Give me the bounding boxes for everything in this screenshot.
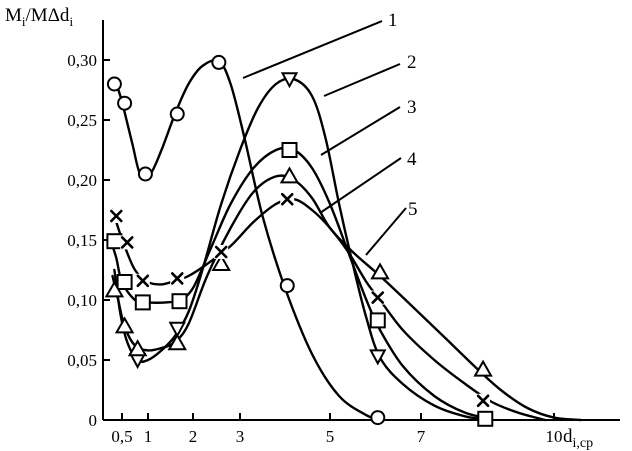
x-axis-label: di,cp [563,426,593,451]
series-4-point [114,316,135,334]
series-3-label: 3 [407,97,417,118]
axes [102,20,620,421]
series-2-label: 2 [407,52,417,73]
series-3-point [134,294,151,311]
series-4-point [127,339,148,357]
series-5-curve [111,197,547,422]
series-5-point [370,290,385,305]
x-tick-label: 0,5 [111,427,132,446]
series-1-leader [242,20,383,79]
series-2-point [369,349,387,366]
x-tick-label: 10 [546,427,563,446]
series-1-point [106,76,122,92]
series-1-point [117,95,133,111]
y-tick-label: 0,05 [67,351,97,370]
y-tick-label: 0 [89,411,98,430]
x-tick-label: 2 [189,427,198,446]
series-5-point [214,245,229,259]
series-5-point [170,271,185,286]
series-5-leader [365,207,407,256]
series-2-curve [113,77,494,422]
y-tick-label: 0,30 [67,51,97,70]
series-3-point [116,274,133,290]
series-1-point [211,54,227,70]
series-4-point [279,166,300,184]
series-3-point [369,312,386,329]
series-3-point [477,410,494,427]
series-markers [104,54,494,427]
series-1-point [169,106,185,122]
series-5-point [476,393,491,408]
series-4-point [473,359,493,377]
series-3-leader [320,106,401,156]
series-1-point [137,166,153,182]
series-1-point [279,278,295,294]
series-4-point [370,262,390,280]
series-5-label: 5 [408,199,418,220]
series-4-leader [319,157,402,214]
series-4-label: 4 [407,149,417,170]
series-5-point [109,209,124,223]
x-tick-label: 5 [326,427,335,446]
series-2-point [280,72,299,89]
y-tick-label: 0,25 [67,111,97,130]
series-leader-lines [242,20,407,256]
y-tick-label: 0,20 [67,171,97,190]
series-3-point [106,233,123,250]
series-1-label: 1 [388,10,398,31]
series-labels: 12 3 4 5 [388,10,418,220]
series-4-point [104,280,125,298]
series-5-point [120,235,135,250]
series-5-point [280,192,295,207]
y-tick-label: 0,15 [67,231,97,250]
x-tick-label: 1 [144,427,153,446]
x-ticks: 0,5 1 2 3 5 7 10 [111,413,563,446]
x-tick-label: 7 [417,427,426,446]
series-2-point [168,321,186,338]
series-5-point [135,273,150,288]
series-4-point [211,253,231,271]
y-ticks: 0 0,05 0,10 0,15 0,20 0,25 0,30 [67,51,110,430]
series-1-curve [111,58,382,422]
y-tick-label: 0,10 [67,291,97,310]
series-4-point [167,333,187,351]
series-3-point [281,142,298,158]
y-axis-label: Mi/MΔdi [5,5,73,29]
x-tick-label: 3 [236,427,245,446]
series-1-point [370,410,386,426]
series-2-leader [323,63,401,97]
series-3-point [171,293,188,310]
